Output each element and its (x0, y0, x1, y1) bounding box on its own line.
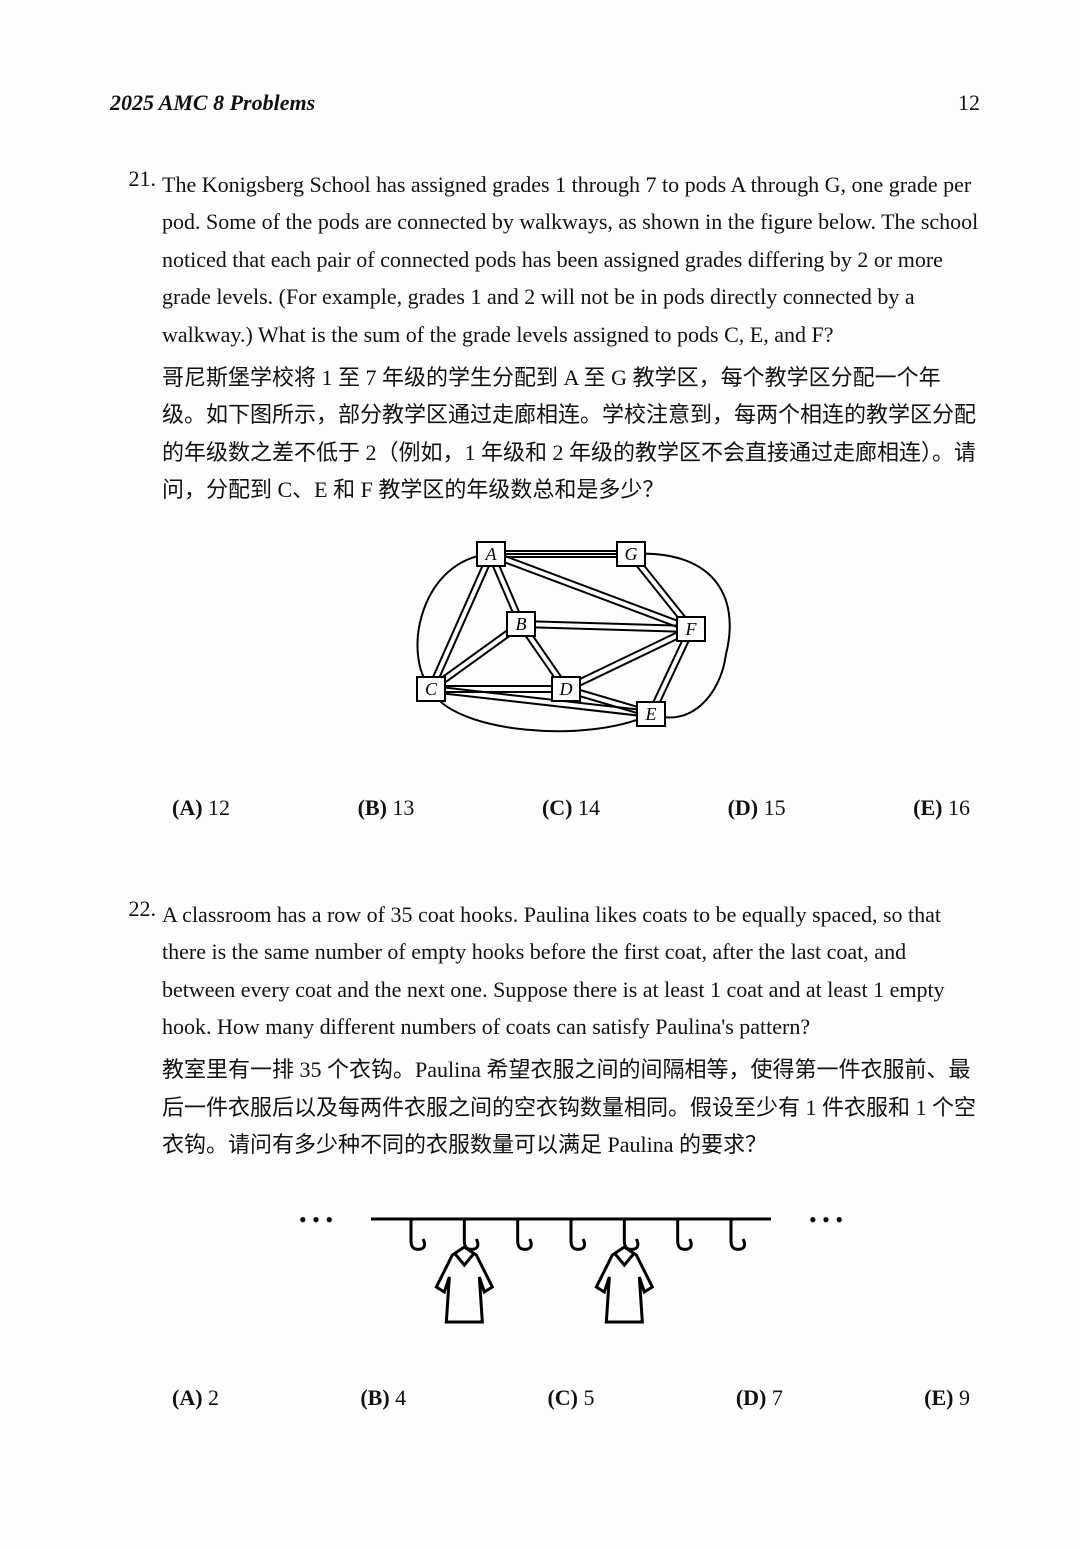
problem-body: A classroom has a row of 35 coat hooks. … (162, 896, 980, 1416)
problem-21-figure: A G B F C D E (162, 534, 980, 749)
problem-body: The Konigsberg School has assigned grade… (162, 166, 980, 826)
svg-text:E: E (645, 704, 657, 724)
page-number: 12 (958, 90, 980, 116)
answer-option: (B) 13 (358, 789, 415, 826)
answer-option: (D) 15 (728, 789, 786, 826)
answer-option: (E) 16 (913, 789, 970, 826)
header-title: 2025 AMC 8 Problems (110, 90, 315, 116)
answer-row: (A) 2 (B) 4 (C) 5 (D) 7 (E) 9 (162, 1379, 980, 1416)
svg-text:B: B (516, 614, 527, 634)
page: 2025 AMC 8 Problems 12 21. The Konigsber… (0, 0, 1080, 1549)
problem-22-figure: • • • • • • (162, 1189, 980, 1339)
answer-option: (A) 2 (172, 1379, 219, 1416)
answer-option: (C) 5 (547, 1379, 594, 1416)
answer-option: (D) 7 (736, 1379, 783, 1416)
answer-option: (C) 14 (542, 789, 600, 826)
problem-text-cn: 教室里有一排 35 个衣钩。Paulina 希望衣服之间的间隔相等，使得第一件衣… (162, 1051, 980, 1163)
problem-text-en: The Konigsberg School has assigned grade… (162, 166, 980, 353)
problem-21: 21. The Konigsberg School has assigned g… (110, 166, 980, 826)
problem-number: 21. (110, 166, 162, 826)
problem-text-cn: 哥尼斯堡学校将 1 至 7 年级的学生分配到 A 至 G 教学区，每个教学区分配… (162, 359, 980, 509)
answer-option: (A) 12 (172, 789, 230, 826)
svg-text:C: C (425, 679, 438, 699)
svg-text:D: D (559, 679, 573, 699)
answer-row: (A) 12 (B) 13 (C) 14 (D) 15 (E) 16 (162, 789, 980, 826)
coat-hooks-figure: • • • • • • (261, 1189, 881, 1339)
answer-option: (E) 9 (924, 1379, 970, 1416)
svg-text:A: A (485, 544, 498, 564)
svg-text:F: F (685, 619, 698, 639)
answer-option: (B) 4 (360, 1379, 406, 1416)
page-header: 2025 AMC 8 Problems 12 (110, 90, 980, 116)
problem-22: 22. A classroom has a row of 35 coat hoo… (110, 896, 980, 1416)
svg-text:• • •: • • • (809, 1207, 843, 1232)
problem-text-en: A classroom has a row of 35 coat hooks. … (162, 896, 980, 1046)
problem-number: 22. (110, 896, 162, 1416)
konigsberg-graph: A G B F C D E (391, 534, 751, 749)
svg-text:G: G (625, 544, 638, 564)
svg-text:• • •: • • • (299, 1207, 333, 1232)
